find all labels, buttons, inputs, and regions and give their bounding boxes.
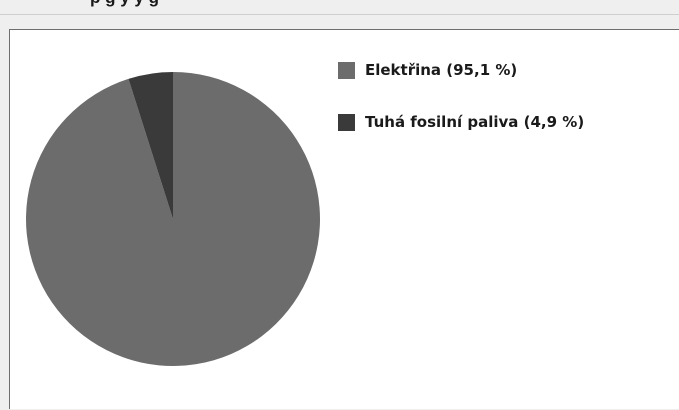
chart-title-strip: p g y y g bbox=[0, 0, 679, 15]
legend-swatch-electricity bbox=[338, 61, 355, 79]
chart-legend: Elektřina (95,1 %) Tuhá fosilní paliva (… bbox=[338, 57, 584, 161]
pie-slice-electricity bbox=[26, 72, 321, 367]
pie-slice-solid-fossil-fuels bbox=[128, 72, 173, 219]
legend-item-solid-fossil-fuels: Tuhá fosilní paliva (4,9 %) bbox=[338, 109, 584, 135]
chart-panel: Elektřina (95,1 %) Tuhá fosilní paliva (… bbox=[9, 29, 679, 409]
chart-title-fragment: p g y y g bbox=[90, 0, 159, 8]
pie-chart bbox=[26, 72, 321, 367]
legend-label-electricity: Elektřina (95,1 %) bbox=[365, 61, 518, 79]
pie-slices bbox=[26, 72, 321, 367]
legend-label-solid-fossil-fuels: Tuhá fosilní paliva (4,9 %) bbox=[365, 113, 585, 131]
legend-item-electricity: Elektřina (95,1 %) bbox=[338, 57, 584, 83]
legend-swatch-solid-fossil-fuels bbox=[338, 113, 355, 131]
